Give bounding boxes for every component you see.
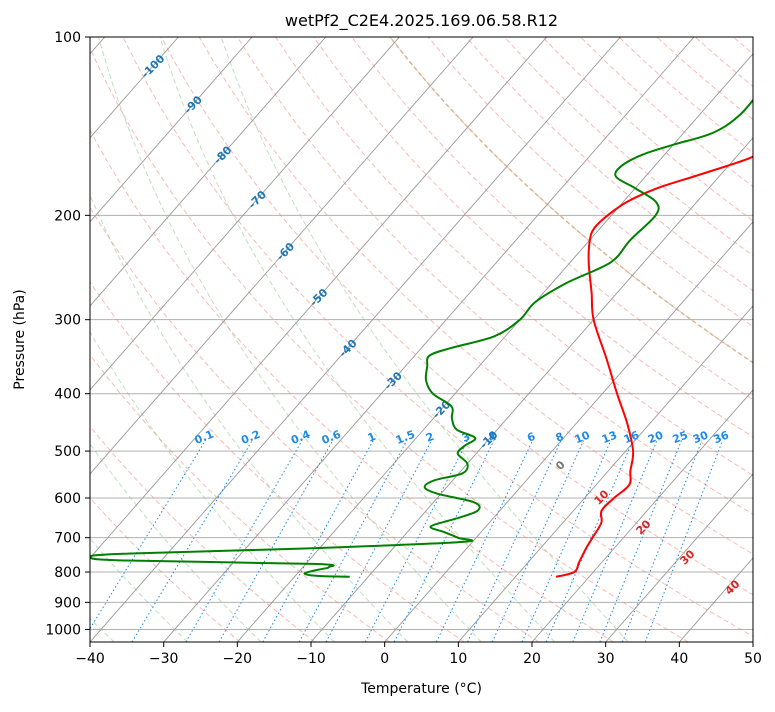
- x-tick-label: −30: [149, 651, 179, 667]
- y-axis-label: Pressure (hPa): [12, 289, 28, 389]
- y-tick-label: 300: [54, 313, 81, 329]
- x-tick-label: 20: [523, 651, 541, 667]
- y-tick-label: 800: [54, 565, 81, 581]
- y-tick-label: 600: [54, 491, 81, 507]
- chart-title: wetPf2_C2E4.2025.169.06.58.R12: [285, 11, 558, 31]
- x-tick-label: 50: [744, 651, 762, 667]
- y-tick-label: 500: [54, 444, 81, 460]
- x-tick-label: 40: [670, 651, 688, 667]
- y-tick-label: 400: [54, 387, 81, 403]
- y-tick-label: 200: [54, 208, 81, 224]
- y-tick-label: 700: [54, 531, 81, 547]
- x-axis-label: Temperature (°C): [360, 681, 482, 697]
- x-tick-label: −20: [223, 651, 253, 667]
- y-tick-label: 900: [54, 595, 81, 611]
- y-tick-label: 100: [54, 30, 81, 46]
- x-tick-label: 10: [449, 651, 467, 667]
- y-tick-label: 1000: [45, 622, 81, 638]
- x-tick-label: −40: [75, 651, 105, 667]
- x-tick-label: 0: [380, 651, 389, 667]
- x-tick-label: 30: [597, 651, 615, 667]
- x-tick-label: −10: [296, 651, 326, 667]
